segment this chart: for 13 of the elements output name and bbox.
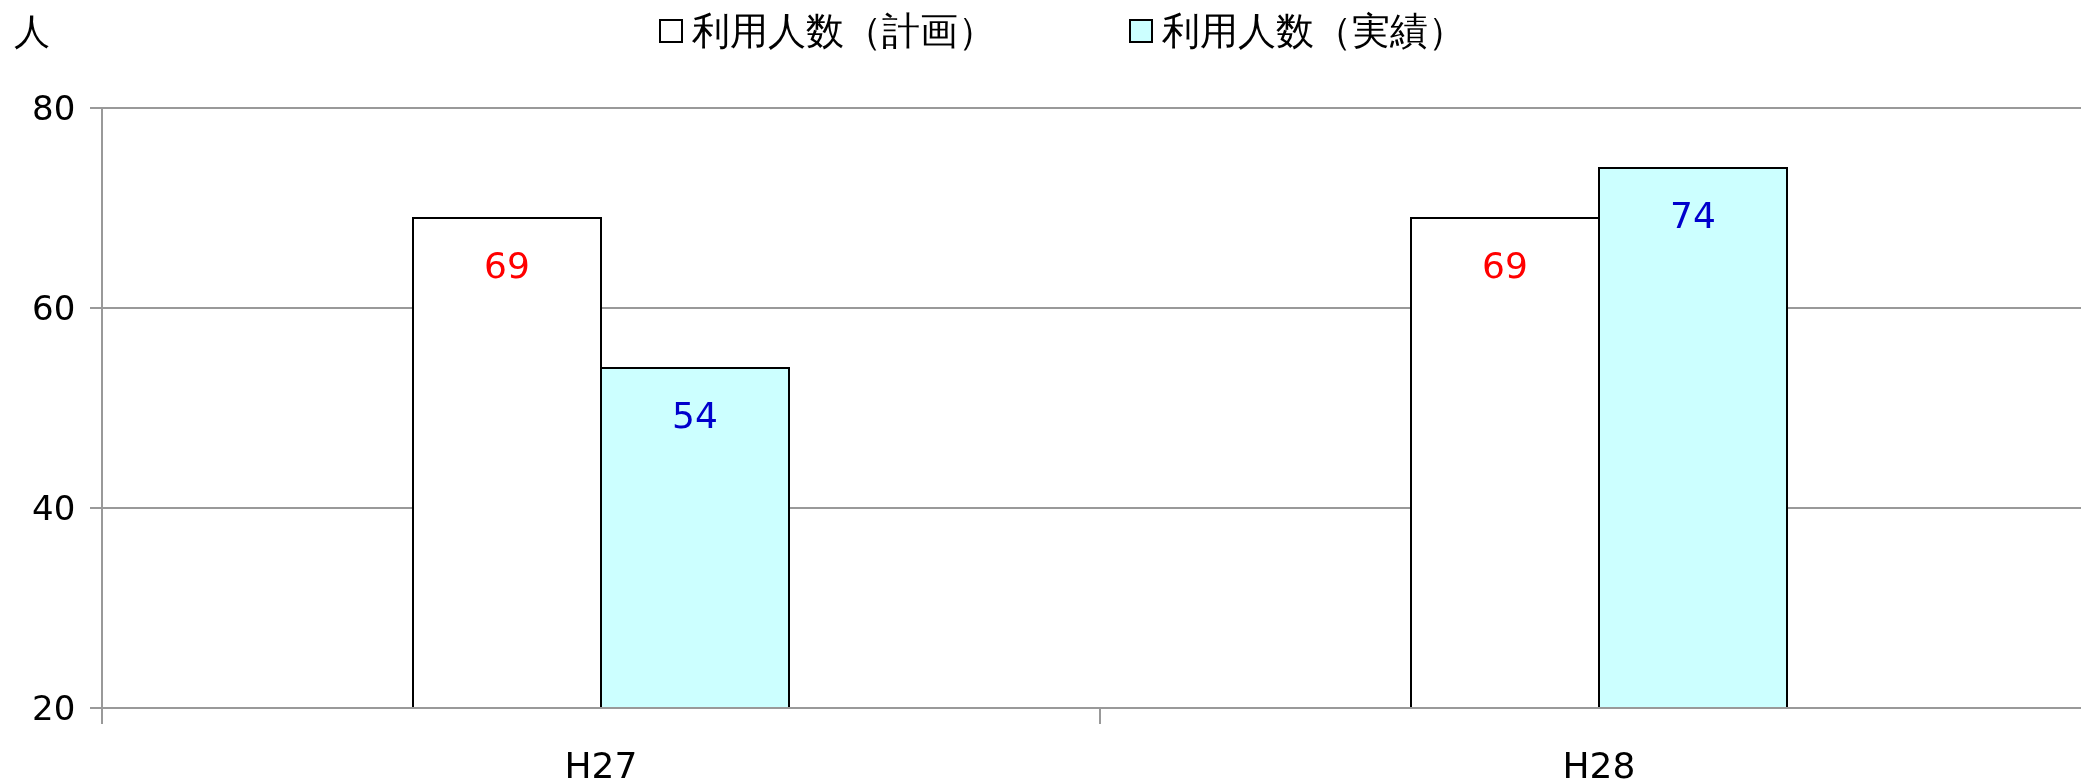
- legend-label: 利用人数（実績）: [1162, 9, 1466, 53]
- data-label: 69: [484, 245, 530, 286]
- y-tick-label: 60: [32, 288, 76, 328]
- legend-label: 利用人数（計画）: [692, 9, 996, 53]
- y-tick-label: 80: [32, 88, 76, 128]
- data-label: 74: [1670, 195, 1716, 236]
- y-tick-label: 40: [32, 488, 76, 528]
- x-tick-label: H27: [564, 745, 638, 784]
- y-tick-label: 20: [32, 688, 76, 728]
- data-label: 54: [672, 395, 718, 436]
- y-axis-title: 人: [14, 11, 50, 52]
- data-label: 69: [1482, 245, 1528, 286]
- x-tick-label: H28: [1562, 745, 1636, 784]
